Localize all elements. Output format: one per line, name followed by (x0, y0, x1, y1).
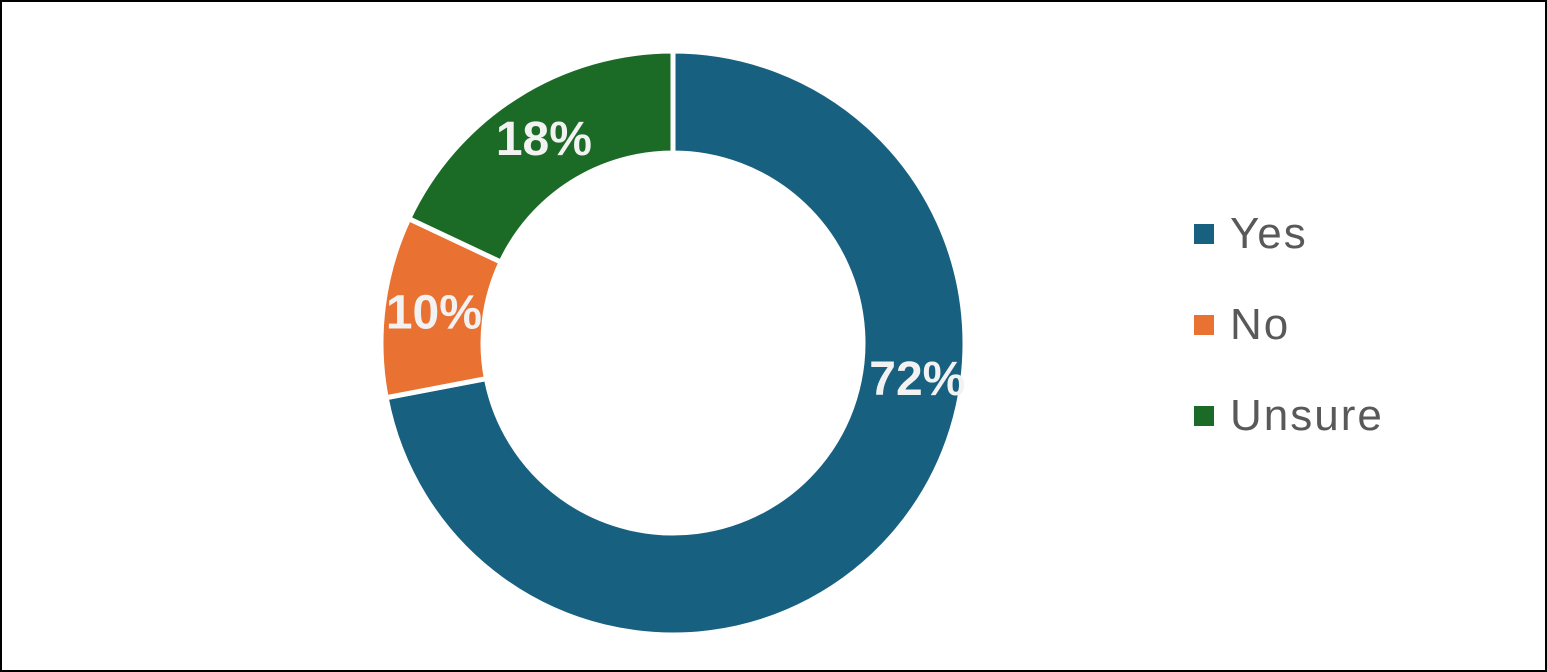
donut-data-labels: 72% 10% 18% (386, 113, 965, 406)
legend-item-unsure: Unsure (1194, 384, 1384, 448)
chart-legend: Yes No Unsure (1194, 202, 1384, 475)
data-label-no: 10% (386, 286, 482, 339)
legend-label-no: No (1230, 300, 1291, 349)
legend-swatch-unsure (1194, 406, 1214, 426)
donut-slices (378, 48, 968, 638)
legend-label-unsure: Unsure (1230, 391, 1384, 440)
data-label-yes: 72% (869, 353, 965, 406)
legend-item-yes: Yes (1194, 202, 1384, 266)
donut-slice-yes (383, 48, 968, 638)
data-label-unsure: 18% (496, 113, 592, 166)
legend-label-yes: Yes (1230, 209, 1308, 258)
donut-slice-unsure (405, 48, 676, 266)
legend-item-no: No (1194, 293, 1384, 357)
legend-swatch-no (1194, 315, 1214, 335)
legend-swatch-yes (1194, 224, 1214, 244)
